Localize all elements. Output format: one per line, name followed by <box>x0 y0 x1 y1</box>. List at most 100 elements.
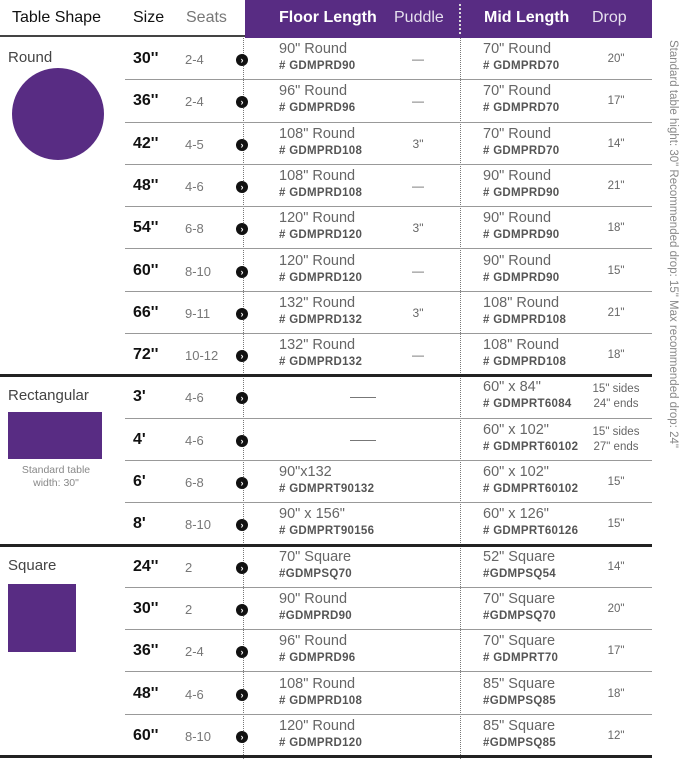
mid-length-name: 90" Round <box>483 167 552 184</box>
mid-length-name: 70" Round <box>483 41 552 57</box>
size-value: 48'' <box>133 684 159 702</box>
floor-length-name: 120" Round <box>279 717 356 734</box>
seats-value: 6-8 <box>185 221 204 237</box>
mid-length-name: 108" Round <box>483 294 560 311</box>
seats-value: 10-12 <box>185 348 219 364</box>
header-band <box>245 0 652 38</box>
chevron-right-icon[interactable]: › <box>236 561 248 574</box>
floor-length-name: 108" Round <box>279 167 356 184</box>
floor-length-code: # GDMPRD96 <box>279 652 356 665</box>
drop-value: 15" sides <box>592 383 640 396</box>
table-row: 72'' 10-12 › 132" Round # GDMPRD132 — 108" Rou… <box>0 334 652 376</box>
table-row: 60'' 8-10 › 120" Round # GDMPRD120 — 90" Round… <box>0 250 652 292</box>
floor-length-name: 90" x 156" <box>279 506 345 523</box>
mid-length-code: # GDMPRD90 <box>483 271 560 284</box>
row-divider <box>125 79 652 81</box>
floor-length-name: 90" Round <box>279 590 348 607</box>
row-divider <box>125 417 652 419</box>
mid-length-name: 60" x 102" <box>483 421 549 438</box>
chevron-right-icon[interactable]: › <box>236 392 248 405</box>
chevron-right-icon[interactable]: › <box>236 646 248 659</box>
header-underline <box>0 35 245 37</box>
mid-length-code: # GDMPRD90 <box>483 229 560 242</box>
floor-length-name: 108" Round <box>279 675 356 692</box>
drop-value: 12" <box>607 729 625 742</box>
drop-value: 15" <box>607 476 625 488</box>
table-row: 42'' 4-5 › 108" Round # GDMPRD108 3" 70" Round… <box>0 123 652 165</box>
size-value: 3' <box>133 388 146 406</box>
floor-length-code: # GDMPRT90156 <box>279 525 375 538</box>
size-value: 36'' <box>133 642 159 660</box>
table-row: 6' 6-8 › 90"x132 # GDMPRT90132 60" x 102" # GD… <box>0 461 652 504</box>
chevron-right-icon[interactable]: › <box>236 180 248 193</box>
drop-value: 20" <box>607 602 625 615</box>
chevron-right-icon[interactable]: › <box>236 307 248 320</box>
chevron-right-icon[interactable]: › <box>236 519 248 532</box>
chevron-right-icon[interactable]: › <box>236 223 248 236</box>
row-divider <box>125 333 652 335</box>
mid-length-code: # GDMPRT60126 <box>483 525 579 538</box>
table-row: 3' 4-6 › 60" x 84" # GDMPRT6084 15" sides 24" … <box>0 376 652 419</box>
floor-length-code: #GDMPRD90 <box>279 609 352 622</box>
chevron-right-icon[interactable]: › <box>236 730 248 743</box>
row-divider <box>125 206 652 208</box>
chevron-right-icon[interactable]: › <box>236 96 248 109</box>
floor-length-code: # GDMPRD132 <box>279 356 363 369</box>
shape-note: Standard table width: 30" <box>21 464 91 490</box>
floor-length-code: # GDMPRD120 <box>279 271 363 284</box>
floor-length-name: 96" Round <box>279 83 348 100</box>
header-separator <box>459 4 461 34</box>
chevron-right-icon[interactable]: › <box>236 54 248 66</box>
header-floor-length: Floor Length <box>279 9 377 26</box>
drop-value: 21" <box>607 179 625 192</box>
size-value: 30'' <box>133 599 159 617</box>
drop-value: 15" sides <box>592 425 640 438</box>
seats-value: 4-5 <box>185 136 204 152</box>
chevron-right-icon[interactable]: › <box>236 434 248 447</box>
seats-value: 4-6 <box>185 390 204 406</box>
mid-length-code: #GDMPSQ54 <box>483 567 557 580</box>
chevron-right-icon[interactable]: › <box>236 265 248 278</box>
chevron-right-icon[interactable]: › <box>236 688 248 701</box>
mid-length-code: # GDMPRT60102 <box>483 483 579 495</box>
floor-length-code: # GDMPRD96 <box>279 102 356 115</box>
empty-dash <box>350 397 376 399</box>
puddle-value: 3" <box>412 305 424 320</box>
table-row: 36'' 2-4 › 96" Round # GDMPRD96 70" Square # G… <box>0 630 652 673</box>
floor-length-code: # GDMPRD108 <box>279 186 363 199</box>
row-divider <box>125 713 652 715</box>
size-value: 60'' <box>133 261 159 279</box>
puddle-value: — <box>412 348 424 363</box>
puddle-value: — <box>412 52 424 66</box>
chevron-right-icon[interactable]: › <box>236 138 248 151</box>
floor-length-name: 108" Round <box>279 125 356 142</box>
mid-length-code: # GDMPRD108 <box>483 313 567 326</box>
header-table-shape: Table Shape <box>12 9 101 26</box>
size-value: 60'' <box>133 726 159 744</box>
chevron-right-icon[interactable]: › <box>236 477 248 489</box>
mid-length-name: 70" Square <box>483 633 556 650</box>
drop-value: 18" <box>607 222 625 235</box>
drop-value: 15" <box>607 518 625 531</box>
side-note: Standard table hight: 30" Recommended dr… <box>667 40 679 448</box>
size-value: 66'' <box>133 303 159 321</box>
floor-length-code: # GDMPRD120 <box>279 736 363 749</box>
chevron-right-icon[interactable]: › <box>236 603 248 616</box>
size-value: 48'' <box>133 176 159 194</box>
mid-length-name: 90" Round <box>483 252 552 269</box>
seats-value: 6-8 <box>185 475 204 490</box>
table-row: 4' 4-6 › 60" x 102" # GDMPRT60102 15" sides 27… <box>0 419 652 461</box>
drop-value: 14" <box>607 560 625 573</box>
mid-length-code: # GDMPRT60102 <box>483 440 579 453</box>
table-row: 48'' 4-6 › 108" Round # GDMPRD108 — 90" Round #… <box>0 165 652 208</box>
size-value: 42'' <box>133 134 159 152</box>
size-value: 8' <box>133 515 146 533</box>
chevron-right-icon[interactable]: › <box>236 350 248 363</box>
drop-value-ends: 27" ends <box>593 440 639 453</box>
shape-label: Rectangular <box>8 387 89 405</box>
table-row: 36'' 2-4 › 96" Round # GDMPRD96 — 70" Round # G… <box>0 80 652 123</box>
floor-length-code: # GDMPRD108 <box>279 694 363 707</box>
square-shape-icon <box>8 583 76 652</box>
seats-value: 9-11 <box>185 305 211 321</box>
puddle-value: 3" <box>412 221 424 236</box>
